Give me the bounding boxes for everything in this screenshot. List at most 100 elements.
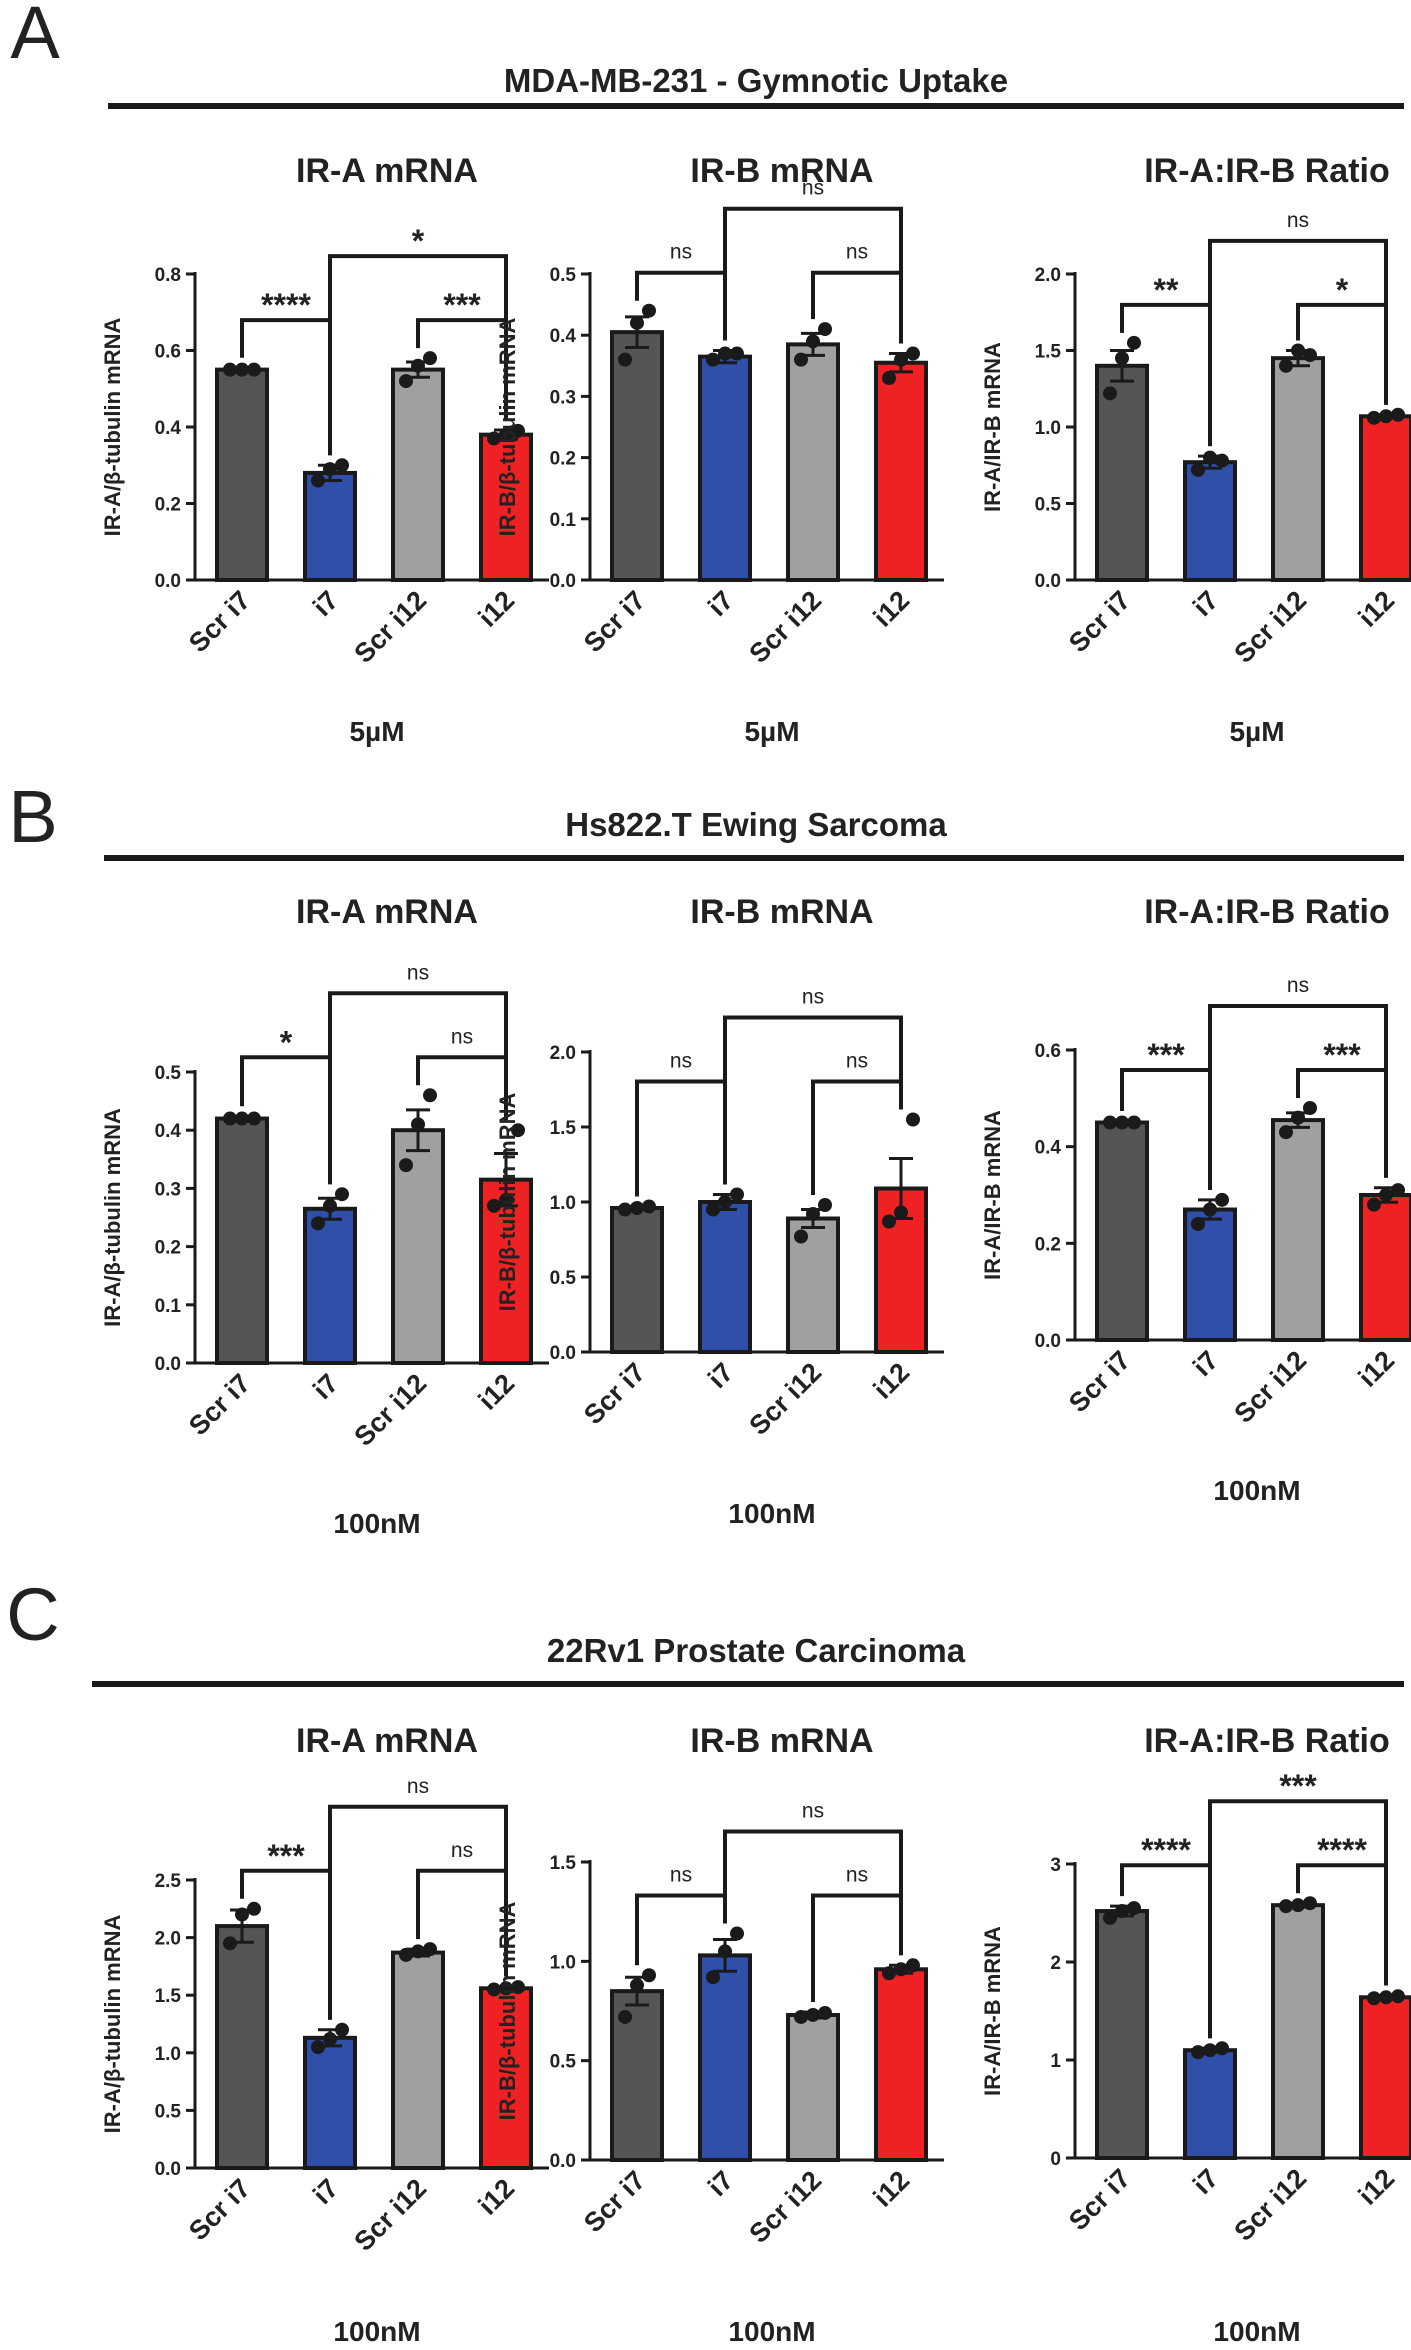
y-tick-label: 0.1 (550, 510, 577, 531)
data-point (642, 303, 656, 318)
y-tick-label: 2.5 (155, 1871, 182, 1892)
x-tick-label: i7 (307, 585, 344, 622)
data-point (794, 2009, 808, 2024)
bar-i7 (1183, 1207, 1237, 1342)
x-axis-label: 100nM (333, 2316, 420, 2347)
data-point (1379, 409, 1393, 424)
data-point (423, 351, 437, 366)
data-point (1391, 1989, 1405, 2004)
bar-scr-i12 (1271, 1903, 1325, 2161)
bar-i7 (1183, 460, 1237, 582)
data-point (618, 2009, 632, 2024)
panel-section-title: 22Rv1 Prostate Carcinoma (547, 1632, 966, 1669)
bar-scr-i7 (215, 1116, 269, 1366)
data-point (730, 1926, 744, 1941)
data-point (806, 2007, 820, 2022)
significance-label: *** (1147, 1037, 1185, 1073)
x-tick-label: i7 (307, 2173, 344, 2210)
bar-i12 (479, 432, 533, 582)
x-tick-label: i7 (702, 2165, 739, 2202)
y-tick-label: 0.2 (155, 495, 181, 516)
data-point (1367, 1197, 1381, 1212)
significance-label: *** (443, 287, 481, 323)
y-tick-label: 2.0 (550, 1043, 576, 1064)
chart-title: IR-A:IR-B Ratio (1144, 893, 1390, 931)
data-point (1215, 1192, 1229, 1207)
data-point (1291, 343, 1305, 358)
significance-label: *** (1323, 1037, 1361, 1073)
bar-i7 (303, 2035, 357, 2170)
x-tick-label: Scr i12 (1228, 1345, 1312, 1429)
x-tick-label: Scr i7 (578, 2165, 651, 2238)
x-tick-label: Scr i12 (348, 1368, 432, 1452)
data-point (311, 2040, 325, 2055)
significance-label: ns (846, 1864, 868, 1887)
y-tick-label: 0.2 (1035, 1234, 1061, 1255)
x-tick-label: i7 (702, 585, 739, 622)
significance-bracket (328, 254, 508, 456)
data-point (487, 1198, 501, 1213)
significance-bracket (635, 1079, 727, 1197)
y-tick-label: 1.0 (1035, 418, 1061, 439)
significance-label: * (280, 1024, 293, 1060)
chart-title: IR-A mRNA (296, 1722, 478, 1760)
data-point (806, 1207, 820, 1221)
y-axis-label: IR-B/β-tubulin mRNA (495, 1902, 520, 2121)
y-tick-label: 0.5 (1035, 495, 1062, 516)
data-point (1203, 1202, 1217, 1217)
data-point (323, 1198, 337, 1213)
bar-scr-i12 (786, 2012, 840, 2163)
data-point (1279, 1899, 1293, 1914)
x-tick-label: Scr i7 (183, 1368, 256, 1441)
significance-bracket (723, 206, 903, 344)
significance-label: ns (802, 986, 824, 1009)
y-tick-label: 0.5 (155, 2101, 182, 2122)
x-tick-label: i7 (307, 1368, 344, 1405)
x-tick-label: i12 (867, 1357, 915, 1405)
significance-bracket (328, 1804, 508, 2020)
data-point (630, 315, 644, 330)
y-axis-label: IR-A/IR-B mRNA (980, 342, 1005, 512)
significance-label: ** (1154, 272, 1179, 308)
data-point (882, 1966, 896, 1981)
y-tick-label: 0.1 (155, 1296, 182, 1317)
data-point (1127, 335, 1141, 350)
significance-bracket (811, 1079, 903, 1195)
significance-label: ns (802, 1800, 824, 1823)
y-tick-label: 0.6 (1035, 1041, 1061, 1062)
data-point (223, 1936, 237, 1951)
data-point (411, 358, 425, 373)
bar-i12 (1359, 414, 1411, 583)
data-point (906, 346, 920, 361)
data-point (1291, 1898, 1305, 1913)
data-point (718, 346, 732, 361)
data-point (311, 1216, 325, 1231)
bar-scr-i7 (610, 330, 664, 583)
significance-label: * (1336, 272, 1349, 308)
y-tick-label: 1.5 (550, 1853, 577, 1874)
bar-scr-i7 (1095, 1909, 1149, 2161)
y-tick-label: 0.0 (155, 571, 181, 592)
bar-i12 (874, 1967, 928, 2163)
data-point (718, 1944, 732, 1959)
data-point (1191, 1217, 1205, 1231)
y-axis-label: IR-A/β-tubulin mRNA (100, 1915, 125, 2134)
data-point (906, 1112, 920, 1127)
data-point (335, 458, 349, 473)
significance-label: ns (670, 241, 692, 264)
data-point (1103, 386, 1117, 401)
x-tick-label: Scr i7 (1063, 1345, 1136, 1418)
y-tick-label: 1 (1050, 2051, 1061, 2072)
data-point (794, 1229, 808, 1244)
data-point (630, 1978, 644, 1993)
x-tick-label: i12 (867, 585, 915, 633)
x-axis-label: 5µM (349, 716, 404, 747)
chart-title: IR-A mRNA (296, 152, 478, 190)
data-point (1379, 1990, 1393, 2005)
y-tick-label: 0.4 (1035, 1138, 1062, 1159)
y-tick-label: 0.8 (155, 265, 181, 286)
x-tick-label: Scr i7 (578, 585, 651, 658)
x-axis-label: 5µM (1229, 716, 1284, 747)
bar-scr-i7 (215, 1924, 269, 2170)
data-point (642, 1968, 656, 1983)
